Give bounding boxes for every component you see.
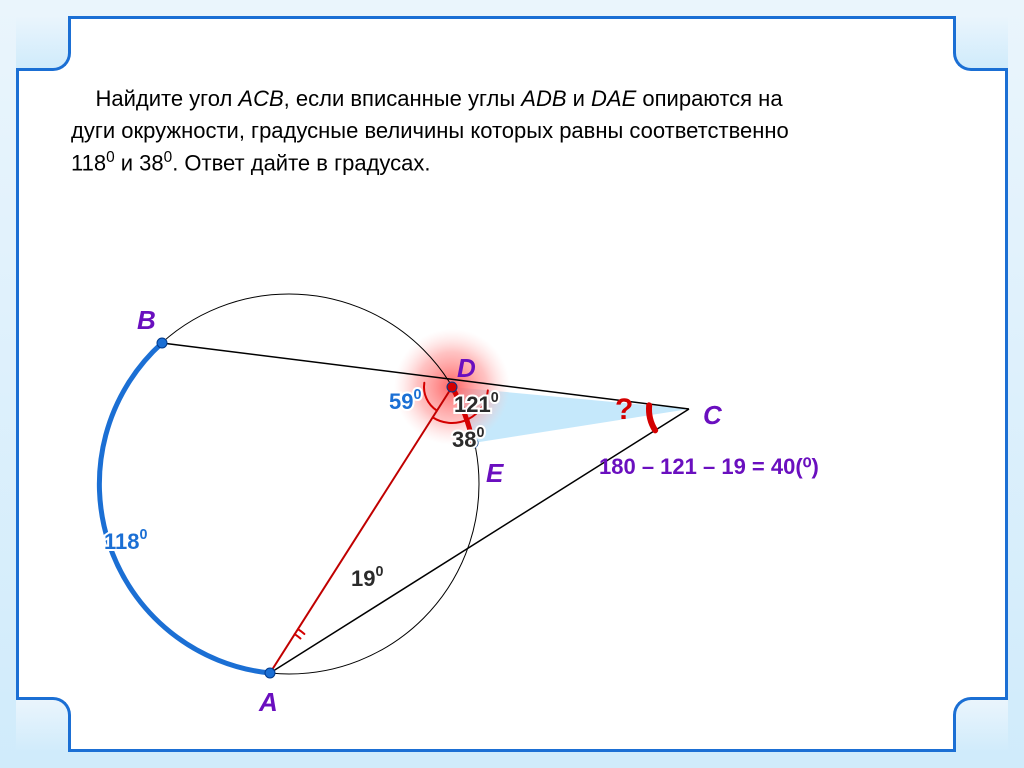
problem-text: Найдите угол ACB, если вписанные углы AD… — [71, 83, 953, 179]
arc-ab — [99, 343, 270, 673]
angle-dae-arc2 — [298, 629, 304, 634]
text-line2: дуги окружности, градусные величины кото… — [71, 118, 789, 143]
point-label-e: E — [486, 458, 504, 488]
text-post3: . Ответ дайте в градусах. — [172, 150, 430, 175]
corner-notch-tl — [16, 16, 71, 71]
question-mark: ? — [615, 393, 633, 426]
point-label-d: D — [457, 353, 476, 383]
label-arc-ab: 1180 — [104, 527, 148, 554]
corner-notch-tr — [953, 16, 1008, 71]
text-pre1: Найдите угол — [95, 86, 238, 111]
point-d — [447, 382, 457, 392]
point-label-b: B — [137, 305, 156, 335]
angle-dae-arc1 — [295, 634, 301, 638]
sup-0b: 0 — [164, 149, 173, 166]
frame: Найдите угол ACB, если вписанные углы AD… — [16, 16, 1008, 752]
slide: Найдите угол ACB, если вписанные углы AD… — [0, 0, 1024, 768]
point-label-c: C — [703, 400, 723, 430]
text-and1: и — [567, 86, 592, 111]
diagram: ABDEC11805901210380190?180 – 121 – 19 = … — [59, 229, 959, 749]
point-a — [265, 668, 275, 678]
point-label-a: A — [258, 687, 278, 717]
line-ad — [270, 387, 452, 673]
point-b — [157, 338, 167, 348]
result-text: 180 – 121 – 19 = 40(⁰) — [599, 454, 819, 479]
text-mid1: , если вписанные углы — [284, 86, 522, 111]
text-post1: опираются на — [636, 86, 782, 111]
label-arc-de: 380 — [452, 425, 484, 452]
text-and38: и 38 — [115, 150, 164, 175]
text-acb: ACB — [238, 86, 283, 111]
text-adb: ADB — [521, 86, 566, 111]
label-angle-19: 190 — [351, 564, 383, 591]
corner-notch-br — [953, 697, 1008, 752]
diagram-svg: ABDEC11805901210380190?180 – 121 – 19 = … — [59, 229, 959, 749]
line-ac — [270, 409, 689, 673]
text-dae: DAE — [591, 86, 636, 111]
sup-0a: 0 — [106, 149, 115, 166]
text-118: 118 — [71, 150, 106, 175]
